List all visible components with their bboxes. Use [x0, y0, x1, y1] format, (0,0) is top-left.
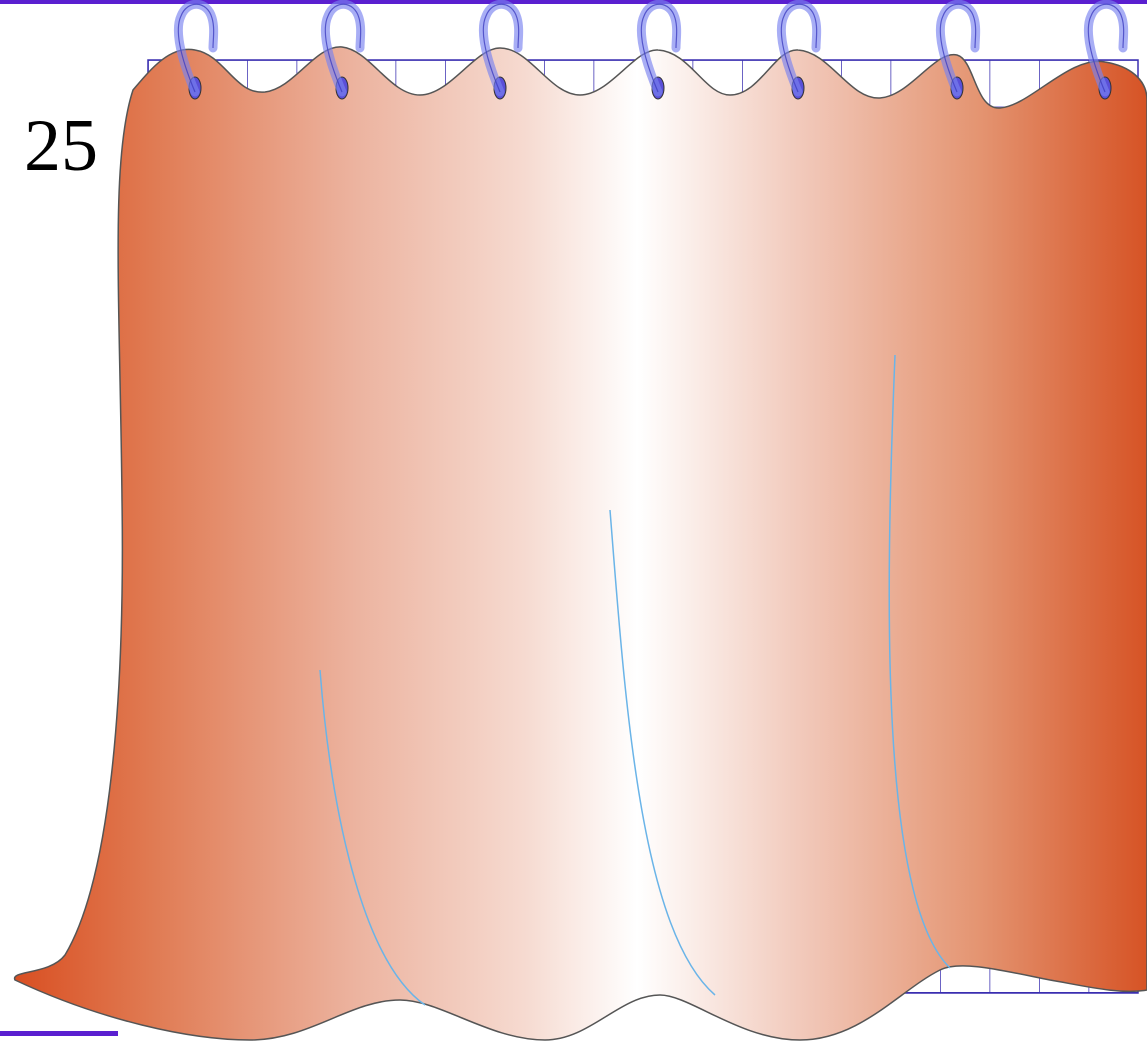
hook-edge	[780, 3, 818, 93]
hook-edge	[482, 3, 520, 93]
fold	[319, 669, 426, 1006]
hook-edge	[177, 3, 215, 93]
fold	[609, 509, 716, 996]
folds	[319, 354, 951, 1006]
fold	[888, 354, 951, 969]
top-bar	[0, 0, 1147, 4]
hook-edge	[939, 3, 977, 93]
hook-edge	[1087, 3, 1125, 93]
curtain	[14, 46, 1147, 1041]
hook-edge	[640, 3, 678, 93]
hook-edge	[324, 3, 362, 93]
label: 25	[24, 105, 98, 187]
bottom-bar	[0, 1031, 118, 1036]
hooks	[173, 0, 1129, 100]
